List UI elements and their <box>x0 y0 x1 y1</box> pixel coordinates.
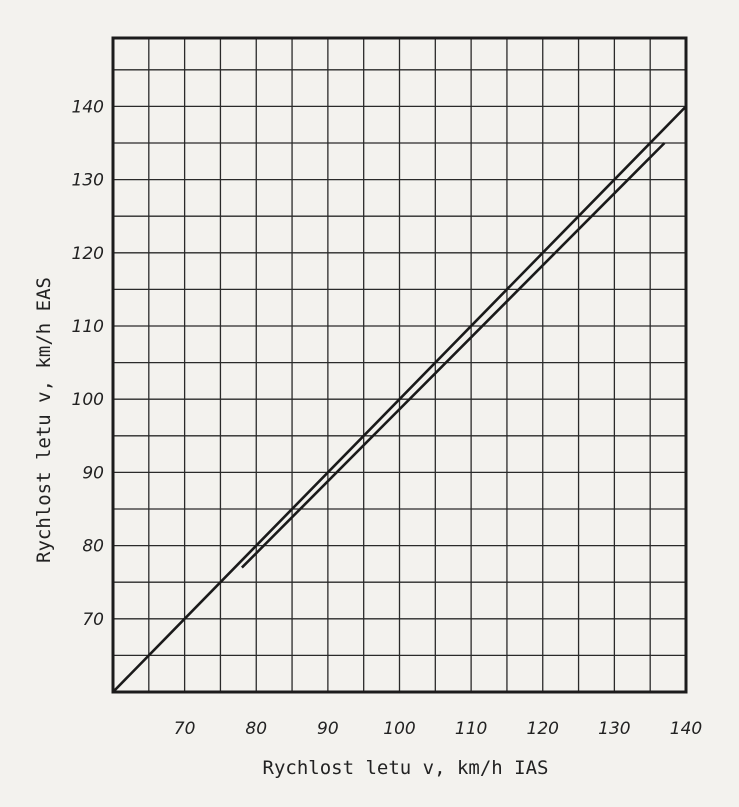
x-tick-label: 100 <box>383 719 415 739</box>
x-axis-title: Rychlost letu v, km/h IAS <box>263 757 549 779</box>
y-tick-label: 110 <box>72 317 104 337</box>
x-tick-labels: 70 80 90 100 110 120 130 140 <box>174 719 702 739</box>
y-tick-label: 130 <box>72 171 104 191</box>
y-tick-label: 70 <box>82 610 104 630</box>
grid <box>113 38 686 692</box>
x-tick-label: 120 <box>527 719 559 739</box>
x-tick-label: 110 <box>455 719 487 739</box>
series-lines <box>112 105 687 693</box>
y-tick-label: 90 <box>82 463 104 483</box>
y-tick-label: 120 <box>72 244 104 264</box>
y-tick-label: 100 <box>72 390 104 410</box>
x-tick-label: 90 <box>317 719 339 739</box>
y-axis-title: Rychlost letu v, km/h EAS <box>33 277 55 563</box>
y-tick-label: 80 <box>82 537 104 557</box>
y-tick-label: 140 <box>72 97 104 117</box>
x-tick-label: 130 <box>598 719 630 739</box>
plot-frame <box>111 36 688 694</box>
series-line-2 <box>240 142 666 569</box>
x-tick-label: 80 <box>245 719 267 739</box>
y-tick-labels: 70 80 90 100 110 120 130 140 <box>72 97 104 629</box>
x-tick-label: 140 <box>670 719 702 739</box>
series-line-1 <box>112 105 687 693</box>
x-tick-label: 70 <box>174 719 196 739</box>
